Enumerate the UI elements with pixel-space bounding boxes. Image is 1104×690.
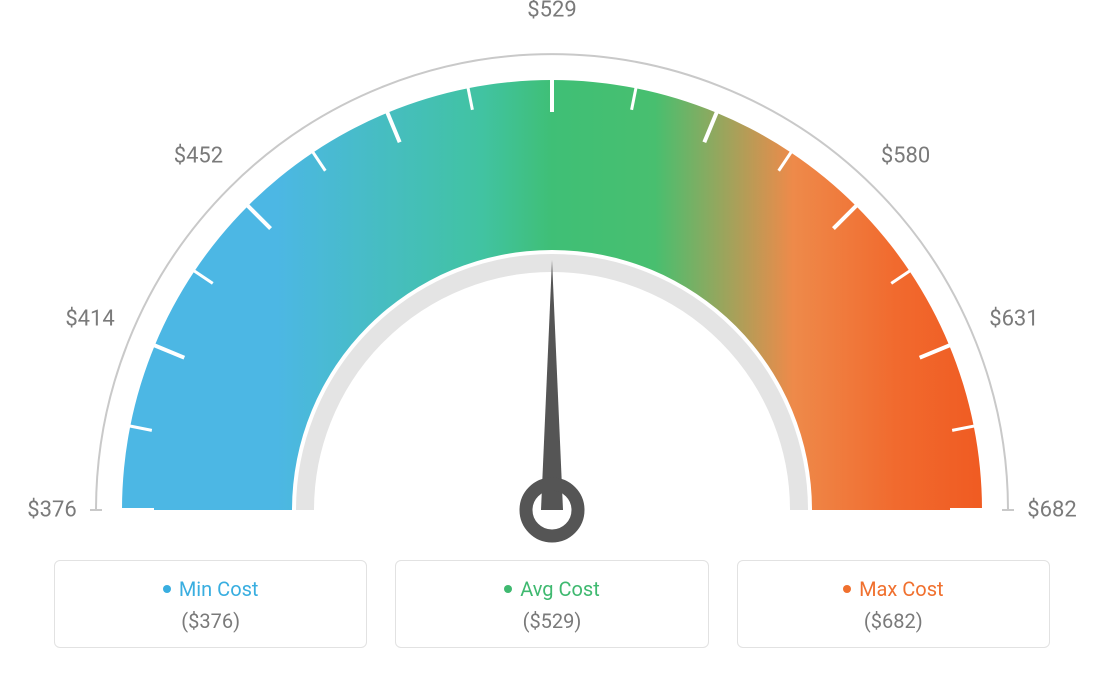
- legend-row: Min Cost ($376) Avg Cost ($529) Max Cost…: [0, 560, 1104, 668]
- legend-min-label: Min Cost: [65, 577, 356, 601]
- gauge-tick-label: $529: [527, 0, 576, 23]
- gauge-tick-label: $631: [989, 306, 1038, 331]
- legend-avg-label: Avg Cost: [406, 577, 697, 601]
- gauge-svg: [0, 0, 1104, 560]
- legend-min-value: ($376): [65, 609, 356, 633]
- legend-max-value: ($682): [748, 609, 1039, 633]
- gauge-tick-label: $414: [65, 306, 114, 331]
- gauge-tick-label: $682: [1027, 498, 1076, 523]
- gauge-tick-label: $452: [174, 144, 223, 169]
- gauge-tick-label: $376: [27, 498, 76, 523]
- legend-card-min: Min Cost ($376): [54, 560, 367, 648]
- legend-avg-value: ($529): [406, 609, 697, 633]
- legend-max-label: Max Cost: [748, 577, 1039, 601]
- gauge-chart: $376 $414 $452 $529 $580 $631 $682: [0, 0, 1104, 560]
- gauge-tick-label: $580: [881, 144, 930, 169]
- legend-card-max: Max Cost ($682): [737, 560, 1050, 648]
- legend-card-avg: Avg Cost ($529): [395, 560, 708, 648]
